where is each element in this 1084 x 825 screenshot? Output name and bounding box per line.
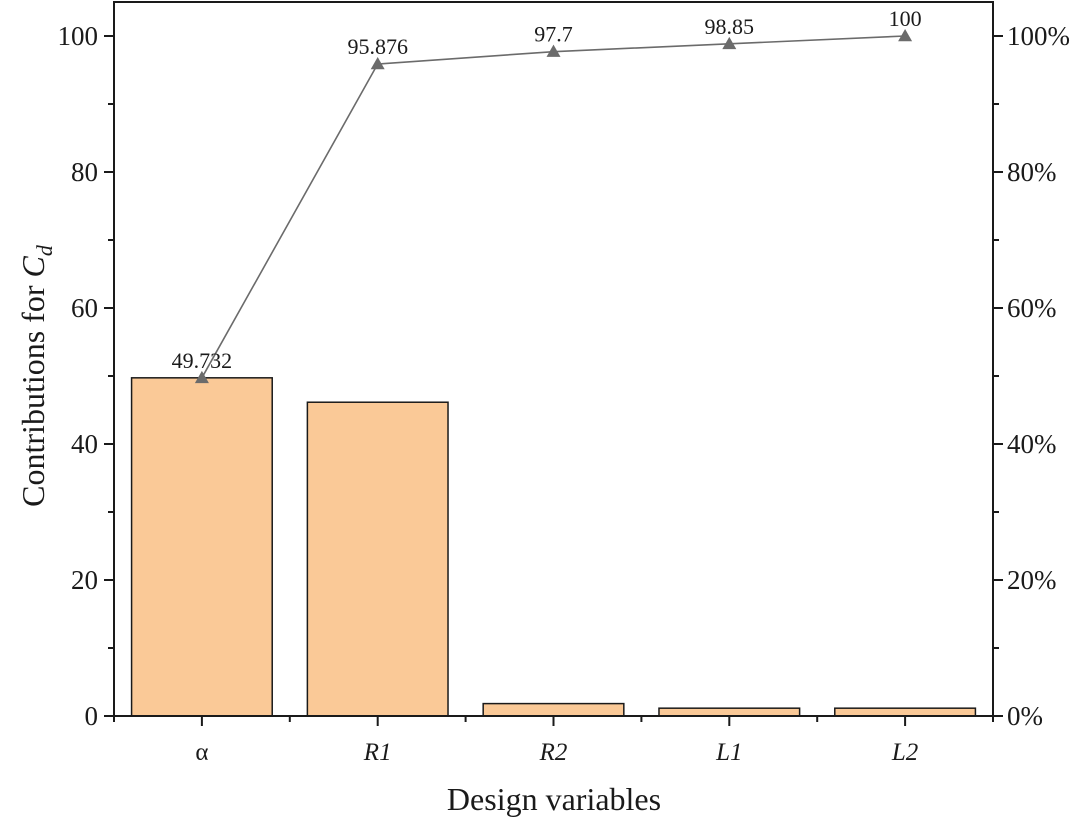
cumulative-line-layer <box>194 29 913 384</box>
bar-2 <box>482 702 625 717</box>
axes-layer <box>104 1 1003 726</box>
y-axis-title-prefix: Contributions for <box>15 278 51 507</box>
x-tick-label: R2 <box>539 739 568 766</box>
y2-tick-label: 20% <box>1007 565 1057 595</box>
bar-0 <box>130 377 273 717</box>
cumulative-marker <box>194 370 209 384</box>
y2-tick-label: 40% <box>1007 429 1057 459</box>
x-tick-label: R1 <box>363 739 392 766</box>
cumulative-marker <box>722 36 737 50</box>
y-tick-label: 40 <box>71 429 98 459</box>
y-axis-title-subscript: d <box>32 244 57 256</box>
x-tick-label: L2 <box>891 739 918 766</box>
cumulative-label: 95.876 <box>347 34 408 59</box>
y2-tick-label: 100% <box>1007 21 1070 51</box>
text-layer: Design variables Contributions for Cd 0 2… <box>15 6 1070 817</box>
cumulative-marker <box>546 44 561 57</box>
y2-tick-label: 60% <box>1007 293 1057 323</box>
y-tick-label: 80 <box>71 157 98 187</box>
y-axis-title: Contributions for Cd <box>15 244 57 507</box>
cumulative-marker <box>370 57 385 70</box>
y2-tick-label: 0% <box>1007 701 1043 731</box>
y-tick-label: 60 <box>71 293 98 323</box>
cumulative-label: 100 <box>889 6 922 31</box>
bar-3 <box>658 707 801 717</box>
x-tick-label: L1 <box>715 739 742 766</box>
bar-1 <box>306 401 449 717</box>
bar-4 <box>834 707 977 717</box>
cumulative-marker <box>898 29 913 42</box>
y2-tick-label: 80% <box>1007 157 1057 187</box>
y-tick-label: 100 <box>58 21 99 51</box>
cumulative-label: 97.7 <box>534 22 573 47</box>
y-tick-label: 20 <box>71 565 98 595</box>
x-tick-label: α <box>195 739 208 766</box>
cumulative-line <box>201 35 906 379</box>
x-axis-title: Design variables <box>447 781 661 817</box>
cumulative-label: 98.85 <box>705 14 755 39</box>
bars-layer <box>130 377 977 717</box>
y-axis-title-symbol: C <box>15 256 51 278</box>
cumulative-label: 49.732 <box>172 348 233 373</box>
y-tick-label: 0 <box>85 701 99 731</box>
